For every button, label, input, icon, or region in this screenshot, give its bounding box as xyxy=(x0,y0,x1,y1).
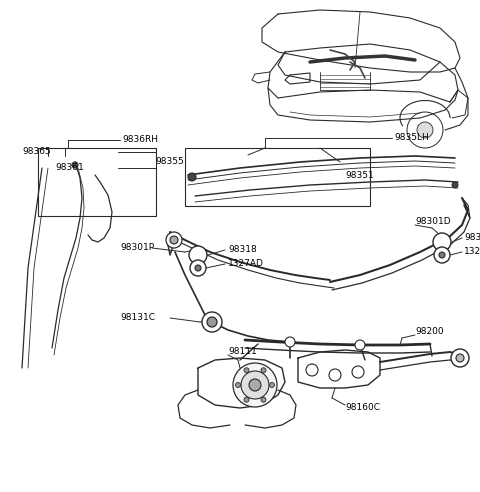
Circle shape xyxy=(451,349,469,367)
Text: 98301P: 98301P xyxy=(120,244,154,252)
Text: 98200: 98200 xyxy=(415,328,444,337)
Circle shape xyxy=(72,162,78,168)
Circle shape xyxy=(233,363,277,407)
Text: 98318: 98318 xyxy=(228,246,257,254)
Text: 98160C: 98160C xyxy=(345,403,380,412)
Bar xyxy=(185,148,370,206)
Circle shape xyxy=(236,382,240,388)
Circle shape xyxy=(207,317,217,327)
Text: 1327AD: 1327AD xyxy=(228,259,264,269)
Text: 98361: 98361 xyxy=(55,162,84,172)
Circle shape xyxy=(355,340,365,350)
Text: 98318: 98318 xyxy=(464,234,480,243)
Circle shape xyxy=(166,232,182,248)
Circle shape xyxy=(433,233,451,251)
Circle shape xyxy=(269,382,275,388)
Text: 98365: 98365 xyxy=(22,148,51,156)
Circle shape xyxy=(241,371,269,399)
Bar xyxy=(38,148,156,216)
Circle shape xyxy=(285,337,295,347)
Circle shape xyxy=(261,397,266,402)
Circle shape xyxy=(195,265,201,271)
Text: 98301D: 98301D xyxy=(415,217,451,226)
Circle shape xyxy=(188,173,196,181)
Circle shape xyxy=(244,368,249,373)
Circle shape xyxy=(202,312,222,332)
Circle shape xyxy=(439,252,445,258)
Circle shape xyxy=(190,260,206,276)
Text: 98111: 98111 xyxy=(228,347,257,357)
Circle shape xyxy=(244,397,249,402)
Circle shape xyxy=(434,247,450,263)
Circle shape xyxy=(189,246,207,264)
Circle shape xyxy=(452,182,458,188)
Circle shape xyxy=(456,354,464,362)
Text: 1327AD: 1327AD xyxy=(464,247,480,256)
Circle shape xyxy=(417,122,433,138)
Circle shape xyxy=(261,368,266,373)
Circle shape xyxy=(170,236,178,244)
Text: 98355: 98355 xyxy=(155,157,184,166)
Text: 9836RH: 9836RH xyxy=(122,135,158,145)
Text: 98131C: 98131C xyxy=(120,313,155,322)
Text: 9835LH: 9835LH xyxy=(394,133,429,143)
Circle shape xyxy=(249,379,261,391)
Text: 98351: 98351 xyxy=(345,171,374,180)
